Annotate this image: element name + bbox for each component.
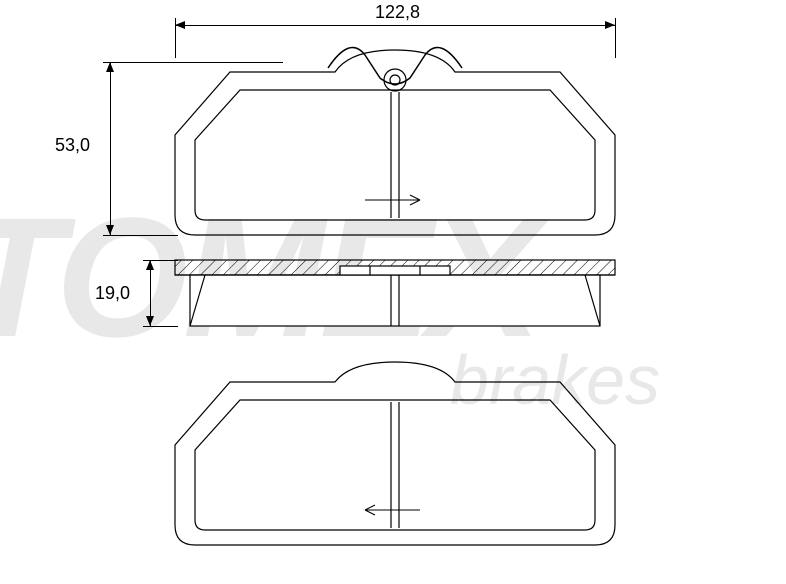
top-pad [175, 47, 615, 235]
side-view [175, 260, 615, 326]
brake-pad-drawing [0, 0, 786, 584]
bottom-pad [175, 362, 615, 545]
